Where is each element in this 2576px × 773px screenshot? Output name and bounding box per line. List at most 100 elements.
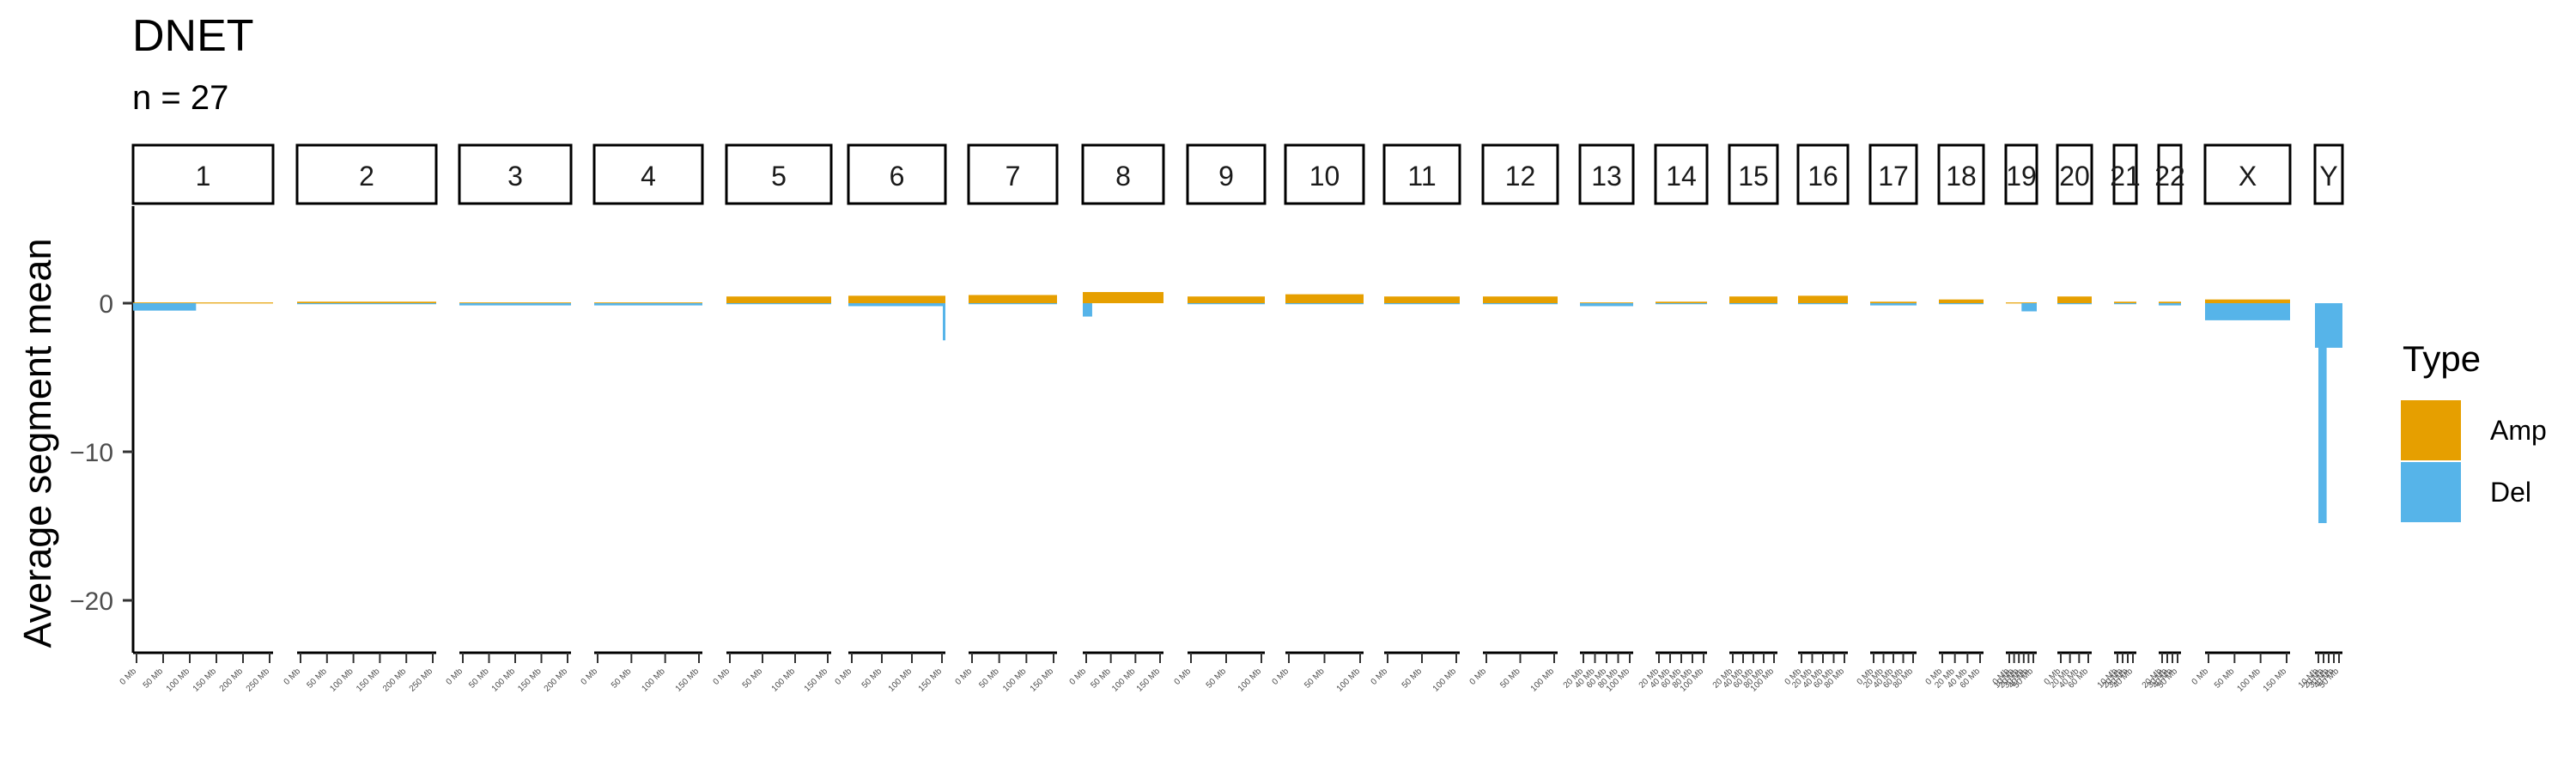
x-tick-label-4-0: 0 Mb (580, 666, 600, 687)
facet-strip-3 (458, 143, 573, 205)
amp-bar-21 (2114, 301, 2136, 303)
amp-bar-20 (2057, 296, 2092, 303)
del-bar-14 (1656, 303, 1707, 305)
del-bar-2 (297, 303, 436, 305)
amp-bar-7 (969, 295, 1057, 303)
x-tick-label-7-0: 0 Mb (954, 666, 975, 687)
x-tick-label-6-2: 100 Mb (887, 666, 914, 694)
facet-strip-1 (131, 143, 275, 205)
facet-strip-10 (1284, 143, 1365, 205)
facet-label-6: 6 (890, 161, 905, 192)
x-tick-label-8-3: 150 Mb (1135, 666, 1163, 694)
facet-label-7: 7 (1005, 161, 1021, 192)
amp-bar-16 (1798, 295, 1848, 303)
y-tick-label-0: 0 (99, 290, 113, 319)
facet-label-11: 11 (1407, 161, 1436, 192)
legend-label-amp: Amp (2490, 414, 2547, 446)
chart-subtitle: n = 27 (132, 79, 229, 117)
facet-strip-X (2203, 143, 2292, 205)
facet-strip-7 (967, 143, 1059, 205)
x-tick-label-5-0: 0 Mb (712, 666, 732, 687)
legend-title: Type (2403, 338, 2482, 379)
amp-bar-5 (726, 296, 831, 303)
facet-label-5: 5 (771, 161, 787, 192)
amp-bar-3 (459, 302, 571, 304)
x-tick-label-1-2: 100 Mb (165, 666, 192, 694)
facet-label-10: 10 (1309, 161, 1340, 192)
x-tick-label-10-0: 0 Mb (1271, 666, 1291, 687)
amp-bar-22 (2159, 301, 2181, 303)
x-tick-label-1-1: 50 Mb (142, 666, 166, 691)
legend-label-del: Del (2490, 476, 2532, 508)
x-tick-label-8-2: 100 Mb (1110, 666, 1138, 694)
facet-label-17: 17 (1878, 161, 1909, 192)
x-tick-label-8-1: 50 Mb (1089, 666, 1113, 691)
x-tick-label-4-3: 150 Mb (674, 666, 702, 694)
facet-strip-13 (1578, 143, 1635, 205)
legend-entry-amp: Amp (2401, 400, 2547, 460)
x-tick-label-3-1: 50 Mb (467, 666, 491, 691)
x-tick-label-3-2: 100 Mb (490, 666, 518, 694)
del-bar-13 (1580, 303, 1633, 307)
del-bar-7 (969, 303, 1057, 305)
x-tick-label-1-3: 150 Mb (191, 666, 219, 694)
del-bar-10 (1285, 303, 1364, 305)
facet-strip-17 (1868, 143, 1918, 205)
facet-strip-12 (1481, 143, 1559, 205)
facet-label-18: 18 (1946, 161, 1977, 192)
x-tick-label-6-3: 150 Mb (917, 666, 945, 694)
facet-label-14: 14 (1666, 161, 1697, 192)
x-tick-label-2-3: 150 Mb (355, 666, 382, 694)
facet-label-X: X (2239, 161, 2257, 192)
del-bar-5 (726, 303, 831, 305)
x-tick-label-6-0: 0 Mb (834, 666, 854, 687)
del-bar-3 (459, 303, 571, 306)
del-bar-19 (2021, 303, 2037, 312)
facet-label-15: 15 (1738, 161, 1769, 192)
del-bar-22 (2159, 303, 2181, 306)
facet-strip-6 (847, 143, 947, 205)
facet-label-9: 9 (1218, 161, 1234, 192)
amp-bar-X (2205, 299, 2290, 303)
facet-label-1: 1 (196, 161, 211, 192)
del-spike-6 (943, 303, 945, 341)
x-tick-label-2-4: 200 Mb (381, 666, 409, 694)
x-tick-label-X-0: 0 Mb (2190, 666, 2211, 687)
deep-del-bar-Y (2318, 303, 2327, 524)
facet-strip-16 (1796, 143, 1850, 205)
amp-bar-15 (1729, 296, 1777, 303)
x-tick-label-3-0: 0 Mb (445, 666, 465, 687)
del-bar-9 (1188, 303, 1265, 305)
x-tick-label-2-5: 250 Mb (408, 666, 435, 694)
facet-label-2: 2 (359, 161, 374, 192)
x-tick-label-12-2: 100 Mb (1529, 666, 1557, 694)
facet-label-16: 16 (1807, 161, 1838, 192)
facet-strip-Y (2313, 143, 2344, 205)
facet-strip-11 (1382, 143, 1461, 205)
amp-bar-10 (1285, 294, 1364, 303)
facet-label-22: 22 (2154, 161, 2185, 192)
x-tick-label-3-4: 200 Mb (543, 666, 570, 694)
x-tick-label-1-5: 250 Mb (245, 666, 272, 694)
x-tick-label-10-1: 50 Mb (1303, 666, 1327, 691)
facet-label-4: 4 (641, 161, 656, 192)
x-tick-label-3-3: 150 Mb (516, 666, 544, 694)
del-bar-12 (1483, 303, 1558, 305)
del-bar-21 (2114, 303, 2136, 305)
amp-bar-14 (1656, 301, 1707, 303)
amp-bar-9 (1188, 296, 1265, 303)
del-bar-15 (1729, 303, 1777, 305)
x-tick-label-11-2: 100 Mb (1431, 666, 1459, 694)
x-tick-label-5-1: 50 Mb (741, 666, 765, 691)
amp-bar-19 (2006, 302, 2037, 304)
del-bar-17 (1870, 303, 1917, 306)
x-tick-label-7-3: 150 Mb (1029, 666, 1056, 694)
x-tick-label-8-0: 0 Mb (1068, 666, 1089, 687)
amp-bar-13 (1580, 302, 1633, 304)
facet-strip-14 (1654, 143, 1709, 205)
amp-bar-6 (848, 295, 945, 303)
del-bar-1 (133, 303, 197, 311)
chart-title: DNET (132, 11, 254, 61)
